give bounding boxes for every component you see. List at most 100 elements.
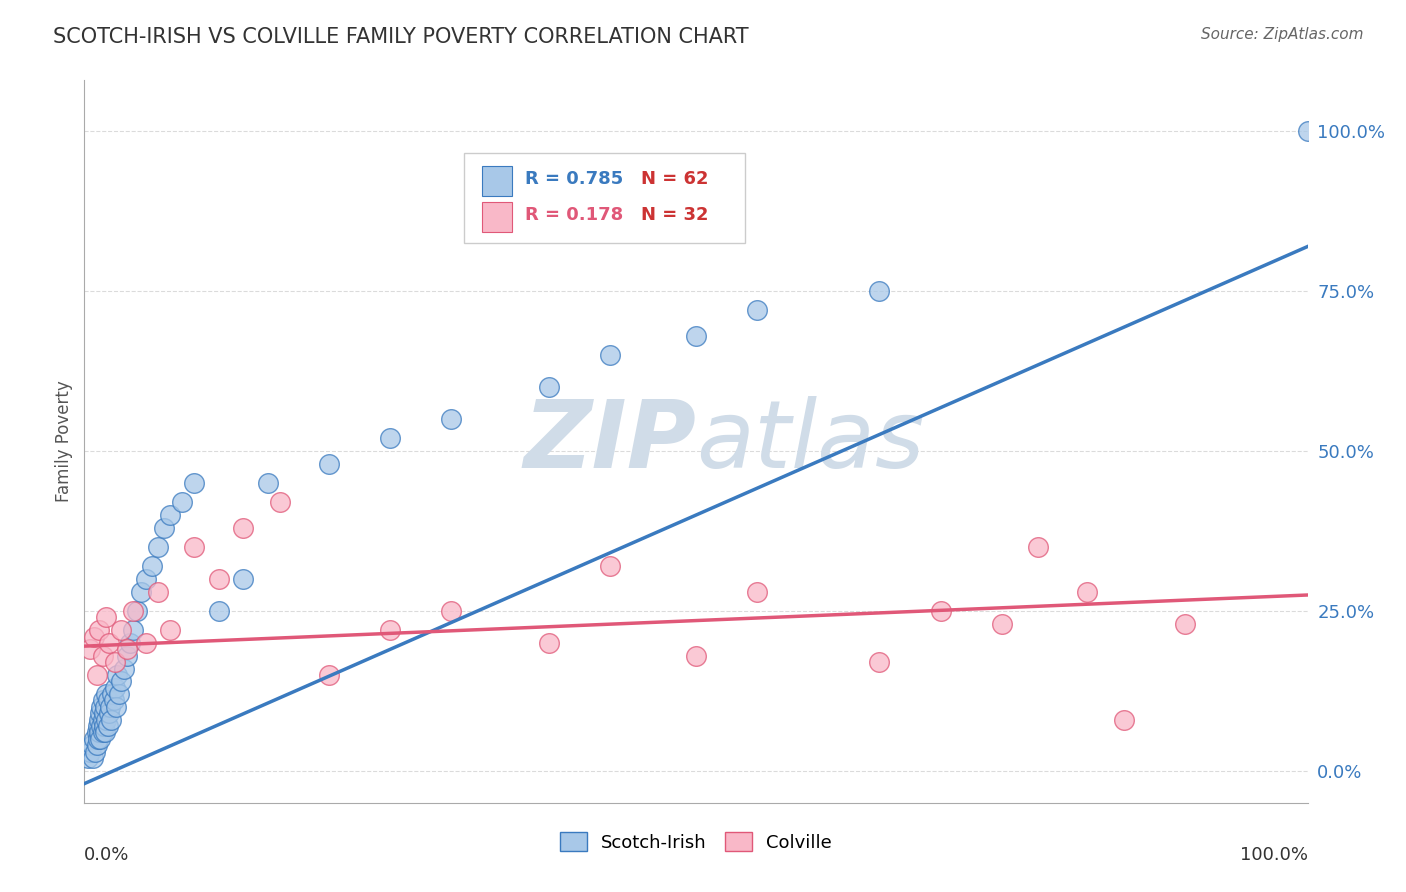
Point bbox=[83, 731, 105, 746]
Point bbox=[159, 508, 181, 522]
Point bbox=[183, 476, 205, 491]
Point bbox=[685, 329, 707, 343]
Point bbox=[440, 412, 463, 426]
Point bbox=[79, 642, 101, 657]
Point bbox=[96, 713, 118, 727]
Point bbox=[1174, 616, 1197, 631]
Text: R = 0.785: R = 0.785 bbox=[524, 170, 623, 188]
Point bbox=[141, 559, 163, 574]
Text: 0.0%: 0.0% bbox=[84, 847, 129, 864]
FancyBboxPatch shape bbox=[464, 153, 745, 243]
Point bbox=[96, 687, 118, 701]
Point bbox=[87, 623, 110, 637]
Point bbox=[82, 751, 104, 765]
Point bbox=[538, 636, 561, 650]
Text: R = 0.178: R = 0.178 bbox=[524, 206, 623, 225]
Point bbox=[101, 687, 124, 701]
Point bbox=[135, 572, 157, 586]
Point bbox=[599, 348, 621, 362]
Point bbox=[105, 668, 128, 682]
Point bbox=[1114, 713, 1136, 727]
Point bbox=[93, 719, 115, 733]
Point bbox=[107, 687, 129, 701]
Point bbox=[79, 745, 101, 759]
Point bbox=[105, 699, 128, 714]
Point bbox=[747, 584, 769, 599]
Point bbox=[104, 655, 127, 669]
Point bbox=[869, 285, 891, 299]
Point bbox=[208, 572, 231, 586]
Point bbox=[103, 693, 125, 707]
FancyBboxPatch shape bbox=[482, 202, 513, 232]
Point bbox=[89, 731, 111, 746]
Text: atlas: atlas bbox=[696, 396, 924, 487]
Point bbox=[96, 610, 118, 624]
Point bbox=[110, 623, 132, 637]
Point bbox=[159, 623, 181, 637]
Point bbox=[104, 681, 127, 695]
Point bbox=[80, 738, 103, 752]
Point bbox=[929, 604, 952, 618]
Point bbox=[257, 476, 280, 491]
Text: N = 32: N = 32 bbox=[641, 206, 709, 225]
Point bbox=[685, 648, 707, 663]
Point bbox=[599, 559, 621, 574]
Point bbox=[98, 699, 121, 714]
Point bbox=[86, 738, 108, 752]
Point bbox=[87, 719, 110, 733]
Point bbox=[232, 572, 254, 586]
Point bbox=[87, 713, 110, 727]
Point bbox=[153, 521, 176, 535]
Point bbox=[232, 521, 254, 535]
Point bbox=[93, 706, 115, 721]
Point bbox=[97, 706, 120, 721]
Point bbox=[172, 495, 194, 509]
Point bbox=[1296, 124, 1319, 138]
Point bbox=[269, 495, 291, 509]
Point bbox=[1028, 540, 1050, 554]
Point bbox=[380, 623, 402, 637]
Point bbox=[991, 616, 1014, 631]
Point bbox=[440, 604, 463, 618]
Point bbox=[86, 668, 108, 682]
Point bbox=[90, 699, 112, 714]
Text: 100.0%: 100.0% bbox=[1240, 847, 1308, 864]
Point bbox=[100, 713, 122, 727]
Point bbox=[747, 303, 769, 318]
Point bbox=[83, 630, 105, 644]
Point bbox=[146, 540, 169, 554]
Point bbox=[87, 731, 110, 746]
Text: N = 62: N = 62 bbox=[641, 170, 709, 188]
Point bbox=[87, 725, 110, 739]
Point bbox=[208, 604, 231, 618]
Point bbox=[110, 674, 132, 689]
Point bbox=[183, 540, 205, 554]
Point bbox=[97, 636, 120, 650]
Legend: Scotch-Irish, Colville: Scotch-Irish, Colville bbox=[553, 825, 839, 859]
Text: ZIP: ZIP bbox=[523, 395, 696, 488]
Point bbox=[115, 642, 138, 657]
Point bbox=[94, 725, 117, 739]
Point bbox=[380, 431, 402, 445]
Point bbox=[135, 636, 157, 650]
Point bbox=[90, 719, 112, 733]
Point bbox=[1076, 584, 1098, 599]
Text: Source: ZipAtlas.com: Source: ZipAtlas.com bbox=[1201, 27, 1364, 42]
Point bbox=[115, 648, 138, 663]
Point bbox=[94, 699, 117, 714]
Point bbox=[318, 668, 340, 682]
Point bbox=[125, 604, 148, 618]
Point bbox=[129, 584, 152, 599]
Point bbox=[84, 745, 107, 759]
Point bbox=[122, 604, 145, 618]
Point bbox=[77, 751, 100, 765]
Y-axis label: Family Poverty: Family Poverty bbox=[55, 381, 73, 502]
Point bbox=[89, 706, 111, 721]
Point bbox=[91, 648, 114, 663]
Text: SCOTCH-IRISH VS COLVILLE FAMILY POVERTY CORRELATION CHART: SCOTCH-IRISH VS COLVILLE FAMILY POVERTY … bbox=[53, 27, 749, 46]
Point bbox=[97, 719, 120, 733]
Point bbox=[318, 457, 340, 471]
Point bbox=[538, 380, 561, 394]
FancyBboxPatch shape bbox=[482, 166, 513, 196]
Point bbox=[146, 584, 169, 599]
